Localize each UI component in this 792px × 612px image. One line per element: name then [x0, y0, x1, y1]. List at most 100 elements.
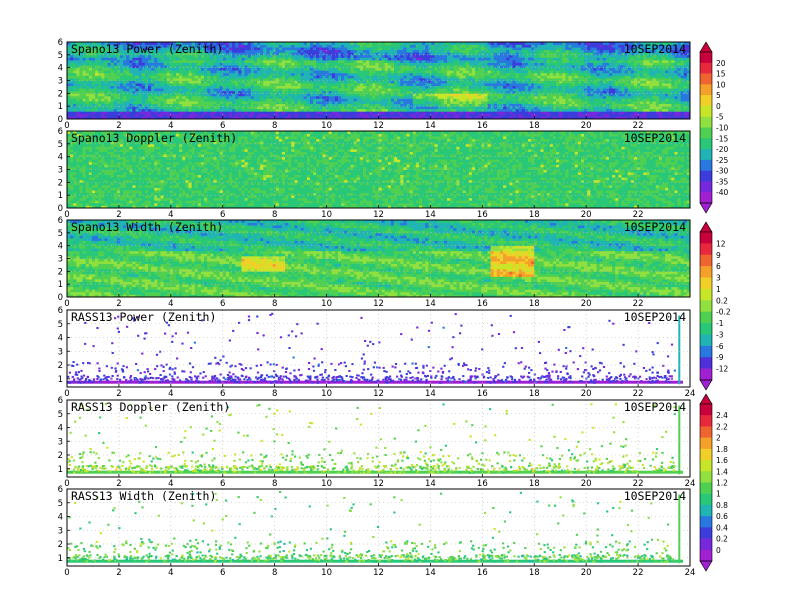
field-cell — [525, 57, 529, 60]
field-cell — [556, 63, 560, 66]
field-cell — [450, 81, 454, 84]
field-cell — [332, 45, 336, 48]
field-cell — [397, 106, 401, 109]
field-cell — [500, 57, 504, 60]
field-cell — [575, 73, 579, 76]
field-cell — [450, 75, 454, 78]
field-cell — [491, 68, 495, 71]
field-cell — [322, 52, 326, 55]
field-cell — [248, 70, 252, 73]
field-cell — [494, 57, 498, 60]
field-cell — [509, 45, 513, 48]
field-cell — [276, 78, 280, 81]
field-cell — [562, 63, 566, 66]
field-cell — [431, 47, 435, 50]
field-cell — [92, 60, 96, 63]
field-cell — [276, 63, 280, 66]
field-cell — [431, 111, 435, 114]
field-cell — [273, 60, 277, 63]
field-cell — [569, 93, 573, 96]
field-cell — [226, 68, 230, 71]
field-cell — [347, 109, 351, 112]
field-cell — [282, 101, 286, 104]
field-cell — [223, 86, 227, 89]
field-cell — [235, 106, 239, 109]
field-cell — [201, 96, 205, 99]
field-cell — [136, 88, 140, 91]
field-cell — [366, 63, 370, 66]
field-cell — [86, 88, 90, 91]
field-cell — [213, 88, 217, 91]
field-cell — [425, 73, 429, 76]
field-cell — [67, 55, 71, 58]
field-cell — [491, 86, 495, 89]
field-cell — [459, 104, 463, 107]
field-cell — [307, 83, 311, 86]
field-cell — [584, 93, 588, 96]
field-cell — [108, 68, 112, 71]
field-cell — [478, 73, 482, 76]
field-cell — [363, 55, 367, 58]
field-cell — [438, 111, 442, 114]
field-cell — [167, 68, 171, 71]
field-cell — [435, 63, 439, 66]
field-cell — [553, 45, 557, 48]
field-cell — [425, 47, 429, 50]
field-cell — [537, 96, 541, 99]
field-cell — [226, 96, 230, 99]
field-cell — [316, 96, 320, 99]
field-cell — [366, 111, 370, 114]
field-cell — [400, 81, 404, 84]
field-cell — [120, 111, 124, 114]
field-cell — [341, 106, 345, 109]
field-cell — [391, 111, 395, 114]
field-cell — [416, 93, 420, 96]
field-cell — [428, 68, 432, 71]
field-cell — [413, 68, 417, 71]
field-cell — [145, 83, 149, 86]
field-cell — [70, 57, 74, 60]
field-cell — [400, 60, 404, 63]
field-cell — [89, 70, 93, 73]
field-cell — [95, 63, 99, 66]
field-cell — [269, 45, 273, 48]
field-cell — [238, 50, 242, 53]
field-cell — [117, 63, 121, 66]
field-cell — [266, 101, 270, 104]
field-cell — [469, 106, 473, 109]
field-cell — [238, 57, 242, 60]
field-cell — [550, 81, 554, 84]
field-cell — [164, 109, 168, 112]
field-cell — [142, 106, 146, 109]
field-cell — [310, 96, 314, 99]
field-cell — [223, 101, 227, 104]
field-cell — [179, 88, 183, 91]
field-cell — [273, 57, 277, 60]
field-cell — [428, 45, 432, 48]
field-cell — [550, 60, 554, 63]
field-cell — [123, 63, 127, 66]
field-cell — [198, 114, 202, 117]
field-cell — [512, 73, 516, 76]
field-cell — [472, 78, 476, 81]
field-cell — [397, 68, 401, 71]
field-cell — [114, 93, 118, 96]
field-cell — [540, 86, 544, 89]
field-cell — [494, 63, 498, 66]
field-cell — [217, 96, 221, 99]
field-cell — [248, 52, 252, 55]
field-cell — [413, 47, 417, 50]
field-cell — [111, 83, 115, 86]
field-cell — [126, 98, 130, 101]
field-cell — [120, 88, 124, 91]
field-cell — [76, 86, 80, 89]
field-cell — [136, 109, 140, 112]
field-cell — [403, 111, 407, 114]
field-cell — [556, 86, 560, 89]
field-cell — [391, 96, 395, 99]
field-cell — [547, 98, 551, 101]
field-cell — [298, 109, 302, 112]
field-cell — [294, 86, 298, 89]
field-cell — [522, 68, 526, 71]
field-cell — [562, 104, 566, 107]
